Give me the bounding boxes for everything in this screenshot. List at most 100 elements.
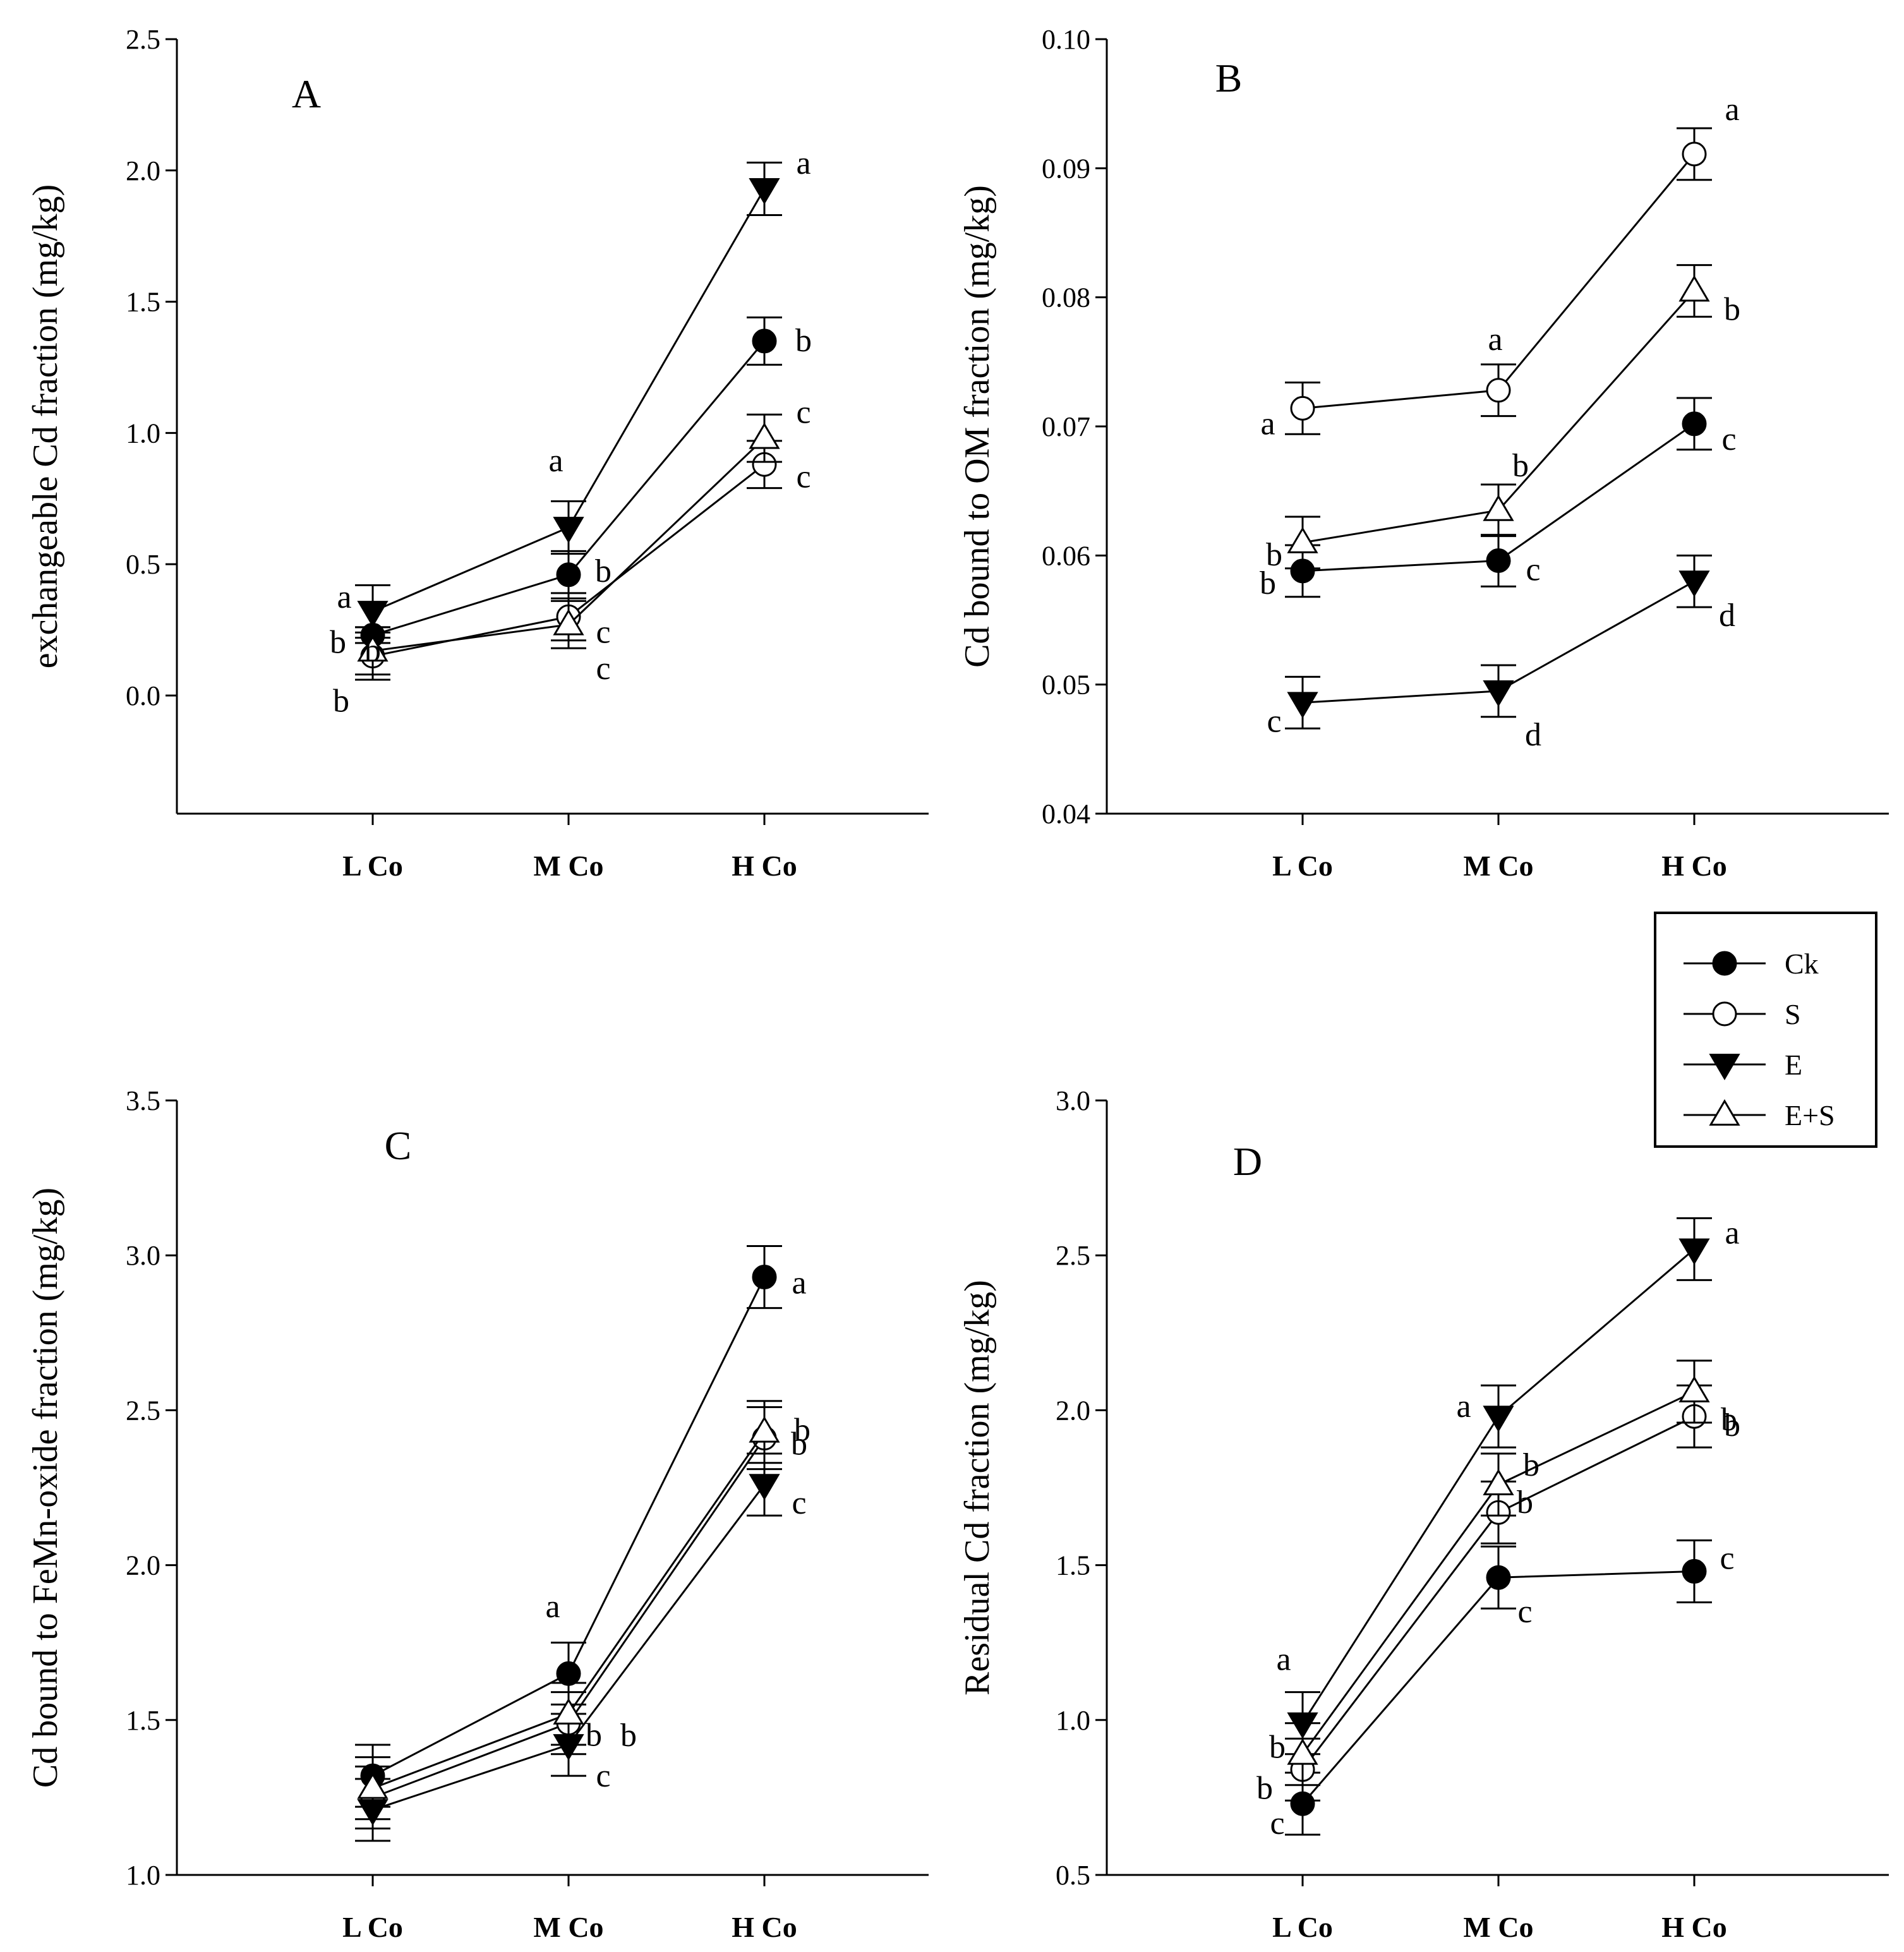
x-tick-label: H Co — [732, 850, 797, 882]
legend-entry-s: S — [1684, 998, 1801, 1030]
data-point — [1483, 680, 1514, 707]
significance-letter: b — [1721, 1402, 1737, 1438]
significance-letter: a — [1276, 1642, 1291, 1678]
series-epluss: b cc — [355, 395, 811, 687]
significance-letter: b — [795, 323, 812, 359]
data-point — [752, 1265, 777, 1290]
data-point — [553, 1698, 584, 1725]
legend-entry-epluss: E+S — [1684, 1099, 1835, 1131]
y-tick-label: 1.5 — [1056, 1550, 1090, 1581]
significance-letter: b — [1724, 291, 1740, 327]
significance-letter: b — [330, 624, 346, 660]
legend-entry-e: E — [1684, 1049, 1802, 1081]
legend: Ck SE E+S — [1654, 912, 1877, 1148]
significance-letter: b — [595, 553, 612, 589]
data-point — [1287, 1738, 1318, 1765]
data-point — [1486, 548, 1511, 574]
significance-letter: b — [1266, 537, 1282, 573]
y-tick-label: 3.0 — [1056, 1085, 1090, 1116]
legend-marker — [1709, 1099, 1740, 1126]
legend-label: Ck — [1785, 948, 1819, 980]
data-point — [1486, 378, 1511, 403]
data-point — [1682, 1558, 1707, 1584]
significance-letter: c — [796, 395, 810, 431]
series-ck: b c c — [1260, 397, 1737, 601]
data-point — [1290, 395, 1315, 421]
legend-marker — [1712, 1001, 1737, 1027]
legend-marker — [1712, 951, 1737, 976]
data-point — [1682, 411, 1707, 437]
significance-letter: b — [1260, 565, 1276, 601]
significance-letter: a — [1456, 1389, 1471, 1425]
significance-letter: b — [794, 1413, 810, 1449]
panel-d: 0.5 1.0 1.5 2.0 2.5 3.0 L Co M Co H Co Residual C… — [958, 1085, 1889, 1943]
data-point — [1678, 1238, 1710, 1265]
data-point — [749, 422, 780, 449]
data-point — [749, 1474, 780, 1501]
significance-letter: b — [365, 632, 381, 668]
data-point — [1483, 1406, 1514, 1433]
y-tick-label: 0.06 — [1042, 540, 1090, 571]
panel-a: 0.0 0.5 1.0 1.5 2.0 2.5 L Co M Co H Co exchangeab… — [26, 24, 929, 882]
panel-c: 1.0 1.5 2.0 2.5 3.0 3.5 L Co M Co H Co Cd bound t… — [26, 1085, 929, 1943]
significance-letter: a — [545, 1589, 560, 1625]
y-axis-title: Cd bound to FeMn-oxide fraction (mg/kg) — [26, 1188, 65, 1788]
x-tick-label: H Co — [1661, 850, 1727, 882]
data-point — [1287, 692, 1318, 719]
significance-letter: c — [596, 614, 610, 650]
panel-letter: A — [292, 71, 321, 116]
significance-letter: b — [333, 684, 349, 720]
data-point — [1287, 526, 1318, 553]
panel-letter: D — [1233, 1139, 1262, 1184]
data-point — [553, 608, 584, 636]
panel-letter: B — [1215, 56, 1243, 100]
y-tick-label: 0.05 — [1042, 670, 1090, 701]
y-tick-label: 2.0 — [1056, 1395, 1090, 1426]
significance-letter: b — [1517, 1485, 1533, 1521]
y-tick-label: 0.0 — [126, 680, 160, 711]
panels-group: 0.0 0.5 1.0 1.5 2.0 2.5 L Co M Co H Co exchangeab… — [26, 24, 1889, 1943]
x-tick-label: L Co — [342, 1911, 403, 1943]
y-tick-label: 0.10 — [1042, 24, 1090, 55]
legend-label: E+S — [1785, 1099, 1835, 1131]
y-tick-label: 3.0 — [126, 1240, 160, 1271]
significance-letter: c — [1721, 421, 1736, 457]
y-tick-label: 0.09 — [1042, 153, 1090, 184]
y-tick-label: 1.0 — [126, 418, 160, 449]
data-point — [357, 601, 389, 627]
x-tick-label: L Co — [1272, 1911, 1333, 1943]
data-point — [1682, 142, 1707, 167]
y-axis-title: exchangeable Cd fraction (mg/kg) — [26, 184, 65, 669]
y-tick-label: 0.08 — [1042, 282, 1090, 313]
x-tick-label: M Co — [1463, 850, 1533, 882]
legend-label: S — [1785, 998, 1801, 1030]
legend-label: E — [1785, 1049, 1802, 1081]
data-point — [1486, 1565, 1511, 1590]
significance-letter: a — [548, 443, 563, 479]
data-point — [553, 517, 584, 543]
y-tick-label: 0.5 — [1056, 1860, 1090, 1891]
significance-letter: d — [1719, 598, 1735, 634]
significance-letter: b — [620, 1718, 637, 1754]
significance-letter: c — [796, 459, 810, 495]
y-tick-label: 1.5 — [126, 1705, 160, 1736]
significance-letter: b — [1256, 1770, 1273, 1806]
x-tick-label: M Co — [533, 850, 603, 882]
y-axis-title: Cd bound to OM fraction (mg/kg) — [958, 185, 997, 668]
y-tick-label: 1.5 — [126, 287, 160, 318]
significance-letter: c — [1526, 552, 1540, 588]
series-e: c d d — [1267, 554, 1735, 753]
panel-b: 0.04 0.05 0.06 0.07 0.08 0.09 0.10 L Co M Co H Co… — [958, 24, 1889, 882]
legend-entry-ck: Ck — [1684, 948, 1819, 980]
series-epluss: b b b — [1266, 264, 1740, 573]
data-point — [1678, 1376, 1710, 1402]
significance-letter: c — [1270, 1805, 1284, 1841]
y-tick-label: 0.5 — [126, 549, 160, 580]
x-tick-label: L Co — [342, 850, 403, 882]
series-epluss: bb — [355, 1400, 810, 1821]
data-point — [556, 562, 581, 587]
y-tick-label: 3.5 — [126, 1085, 160, 1116]
significance-letter: a — [1488, 322, 1502, 358]
data-point — [1483, 494, 1514, 521]
